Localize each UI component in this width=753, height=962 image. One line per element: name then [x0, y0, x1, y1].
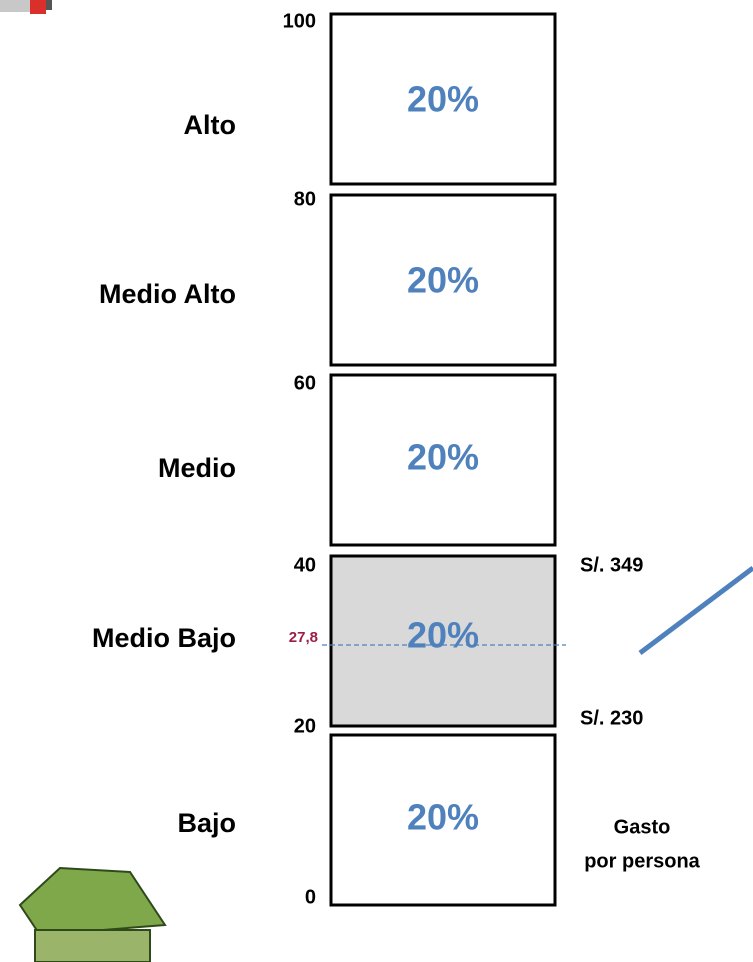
share-label: 20%	[407, 79, 479, 120]
level-label: Bajo	[177, 808, 236, 838]
spend-label: S/. 230	[580, 707, 643, 729]
level-box-highlight	[329, 554, 557, 728]
level-label: Medio	[158, 453, 236, 483]
share-label: 20%	[407, 437, 479, 478]
level-box	[329, 373, 557, 547]
level-box	[329, 12, 557, 186]
pointer-line	[638, 566, 753, 655]
share-label: 20%	[407, 615, 479, 656]
level-box	[329, 733, 557, 907]
tick-label: 60	[294, 372, 316, 394]
spend-label: S/. 349	[580, 554, 643, 576]
share-label: 20%	[407, 797, 479, 838]
tick-label: 0	[305, 886, 316, 908]
level-label: Medio Alto	[99, 279, 236, 309]
tick-label: 40	[294, 554, 316, 576]
marker-label: 27,8	[289, 629, 318, 646]
level-label: Medio Bajo	[92, 623, 236, 653]
tick-label: 80	[294, 188, 316, 210]
share-label: 20%	[407, 260, 479, 301]
tick-label: 100	[283, 10, 316, 32]
axis-title: por persona	[584, 850, 700, 872]
house-icon	[0, 0, 52, 14]
hut-icon	[18, 866, 167, 962]
tick-label: 20	[294, 715, 316, 737]
level-box	[329, 193, 557, 367]
axis-title: Gasto	[614, 816, 671, 838]
level-label: Alto	[184, 110, 236, 140]
